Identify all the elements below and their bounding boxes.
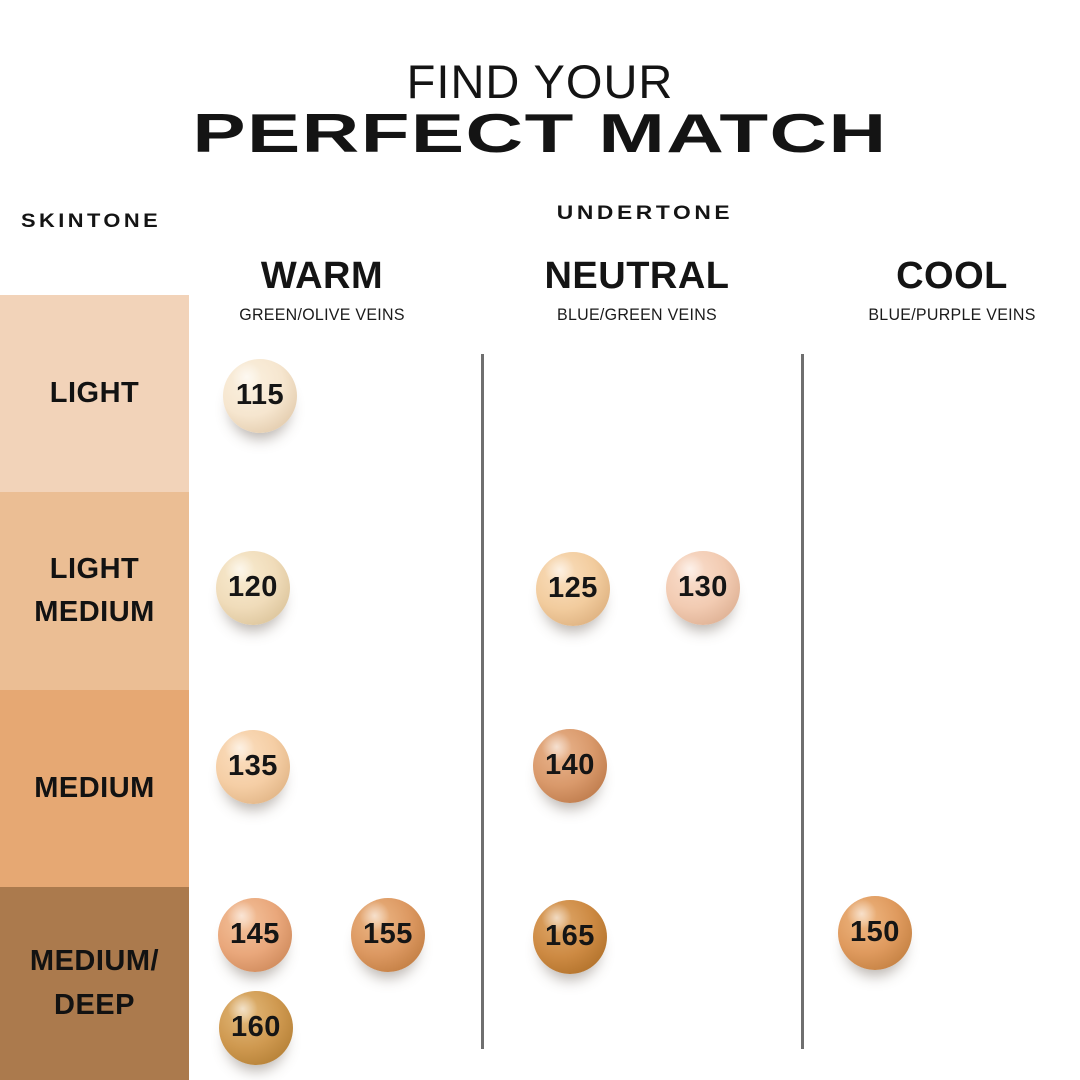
column-divider-warm-neutral — [481, 354, 484, 1049]
shade-number: 115 — [235, 378, 285, 411]
skintone-swatch-medium-deep: MEDIUM/ DEEP — [0, 887, 189, 1080]
skintone-label-light: LIGHT — [49, 376, 140, 409]
shade-dot-120[interactable]: 120 — [216, 551, 290, 625]
shade-number: 140 — [545, 748, 595, 781]
shade-dot-125[interactable]: 125 — [536, 552, 610, 626]
column-header-neutral: NEUTRAL BLUE/GREEN VEINS — [544, 257, 729, 325]
skintone-label-light-medium: LIGHT MEDIUM — [34, 552, 155, 629]
column-sublabel: BLUE/GREEN VEINS — [557, 305, 717, 324]
shade-number: 135 — [228, 749, 278, 782]
column-label: WARM — [260, 255, 384, 297]
shade-dot-115[interactable]: 115 — [223, 359, 297, 433]
column-sublabel: BLUE/PURPLE VEINS — [868, 305, 1036, 324]
shade-dot-155[interactable]: 155 — [351, 898, 425, 972]
skintone-swatch-light-medium: LIGHT MEDIUM — [0, 492, 189, 690]
shade-dot-130[interactable]: 130 — [666, 551, 740, 625]
shade-number: 125 — [548, 571, 598, 604]
skintone-axis-label: SKINTONE — [21, 211, 162, 232]
shade-number: 165 — [545, 919, 595, 952]
shade-number: 160 — [231, 1010, 281, 1043]
skintone-swatch-medium: MEDIUM — [0, 690, 189, 887]
shade-dot-165[interactable]: 165 — [533, 900, 607, 974]
shade-dot-135[interactable]: 135 — [216, 730, 290, 804]
shade-dot-160[interactable]: 160 — [219, 991, 293, 1065]
undertone-axis-label: UNDERTONE — [556, 203, 734, 224]
column-header-cool: COOL BLUE/PURPLE VEINS — [863, 257, 1041, 325]
shade-dot-145[interactable]: 145 — [218, 898, 292, 972]
column-header-warm: WARM GREEN/OLIVE VEINS — [234, 257, 410, 325]
shade-number: 155 — [363, 917, 413, 950]
page-title-line2: PERFECT MATCH — [192, 102, 888, 164]
shade-number: 130 — [678, 570, 728, 603]
shade-dot-140[interactable]: 140 — [533, 729, 607, 803]
column-label: NEUTRAL — [544, 255, 730, 297]
shade-number: 150 — [850, 915, 900, 948]
shade-number: 120 — [228, 570, 278, 603]
skintone-label-medium: MEDIUM — [34, 771, 155, 804]
shade-dot-150[interactable]: 150 — [838, 896, 912, 970]
shade-number: 145 — [230, 917, 280, 950]
skintone-swatch-light: LIGHT — [0, 295, 189, 492]
column-sublabel: GREEN/OLIVE VEINS — [239, 305, 405, 324]
column-label: COOL — [896, 255, 1008, 297]
skintone-label-medium-deep: MEDIUM/ DEEP — [29, 945, 160, 1021]
column-divider-neutral-cool — [801, 354, 804, 1049]
page-title-line1: FIND YOUR — [406, 55, 674, 108]
